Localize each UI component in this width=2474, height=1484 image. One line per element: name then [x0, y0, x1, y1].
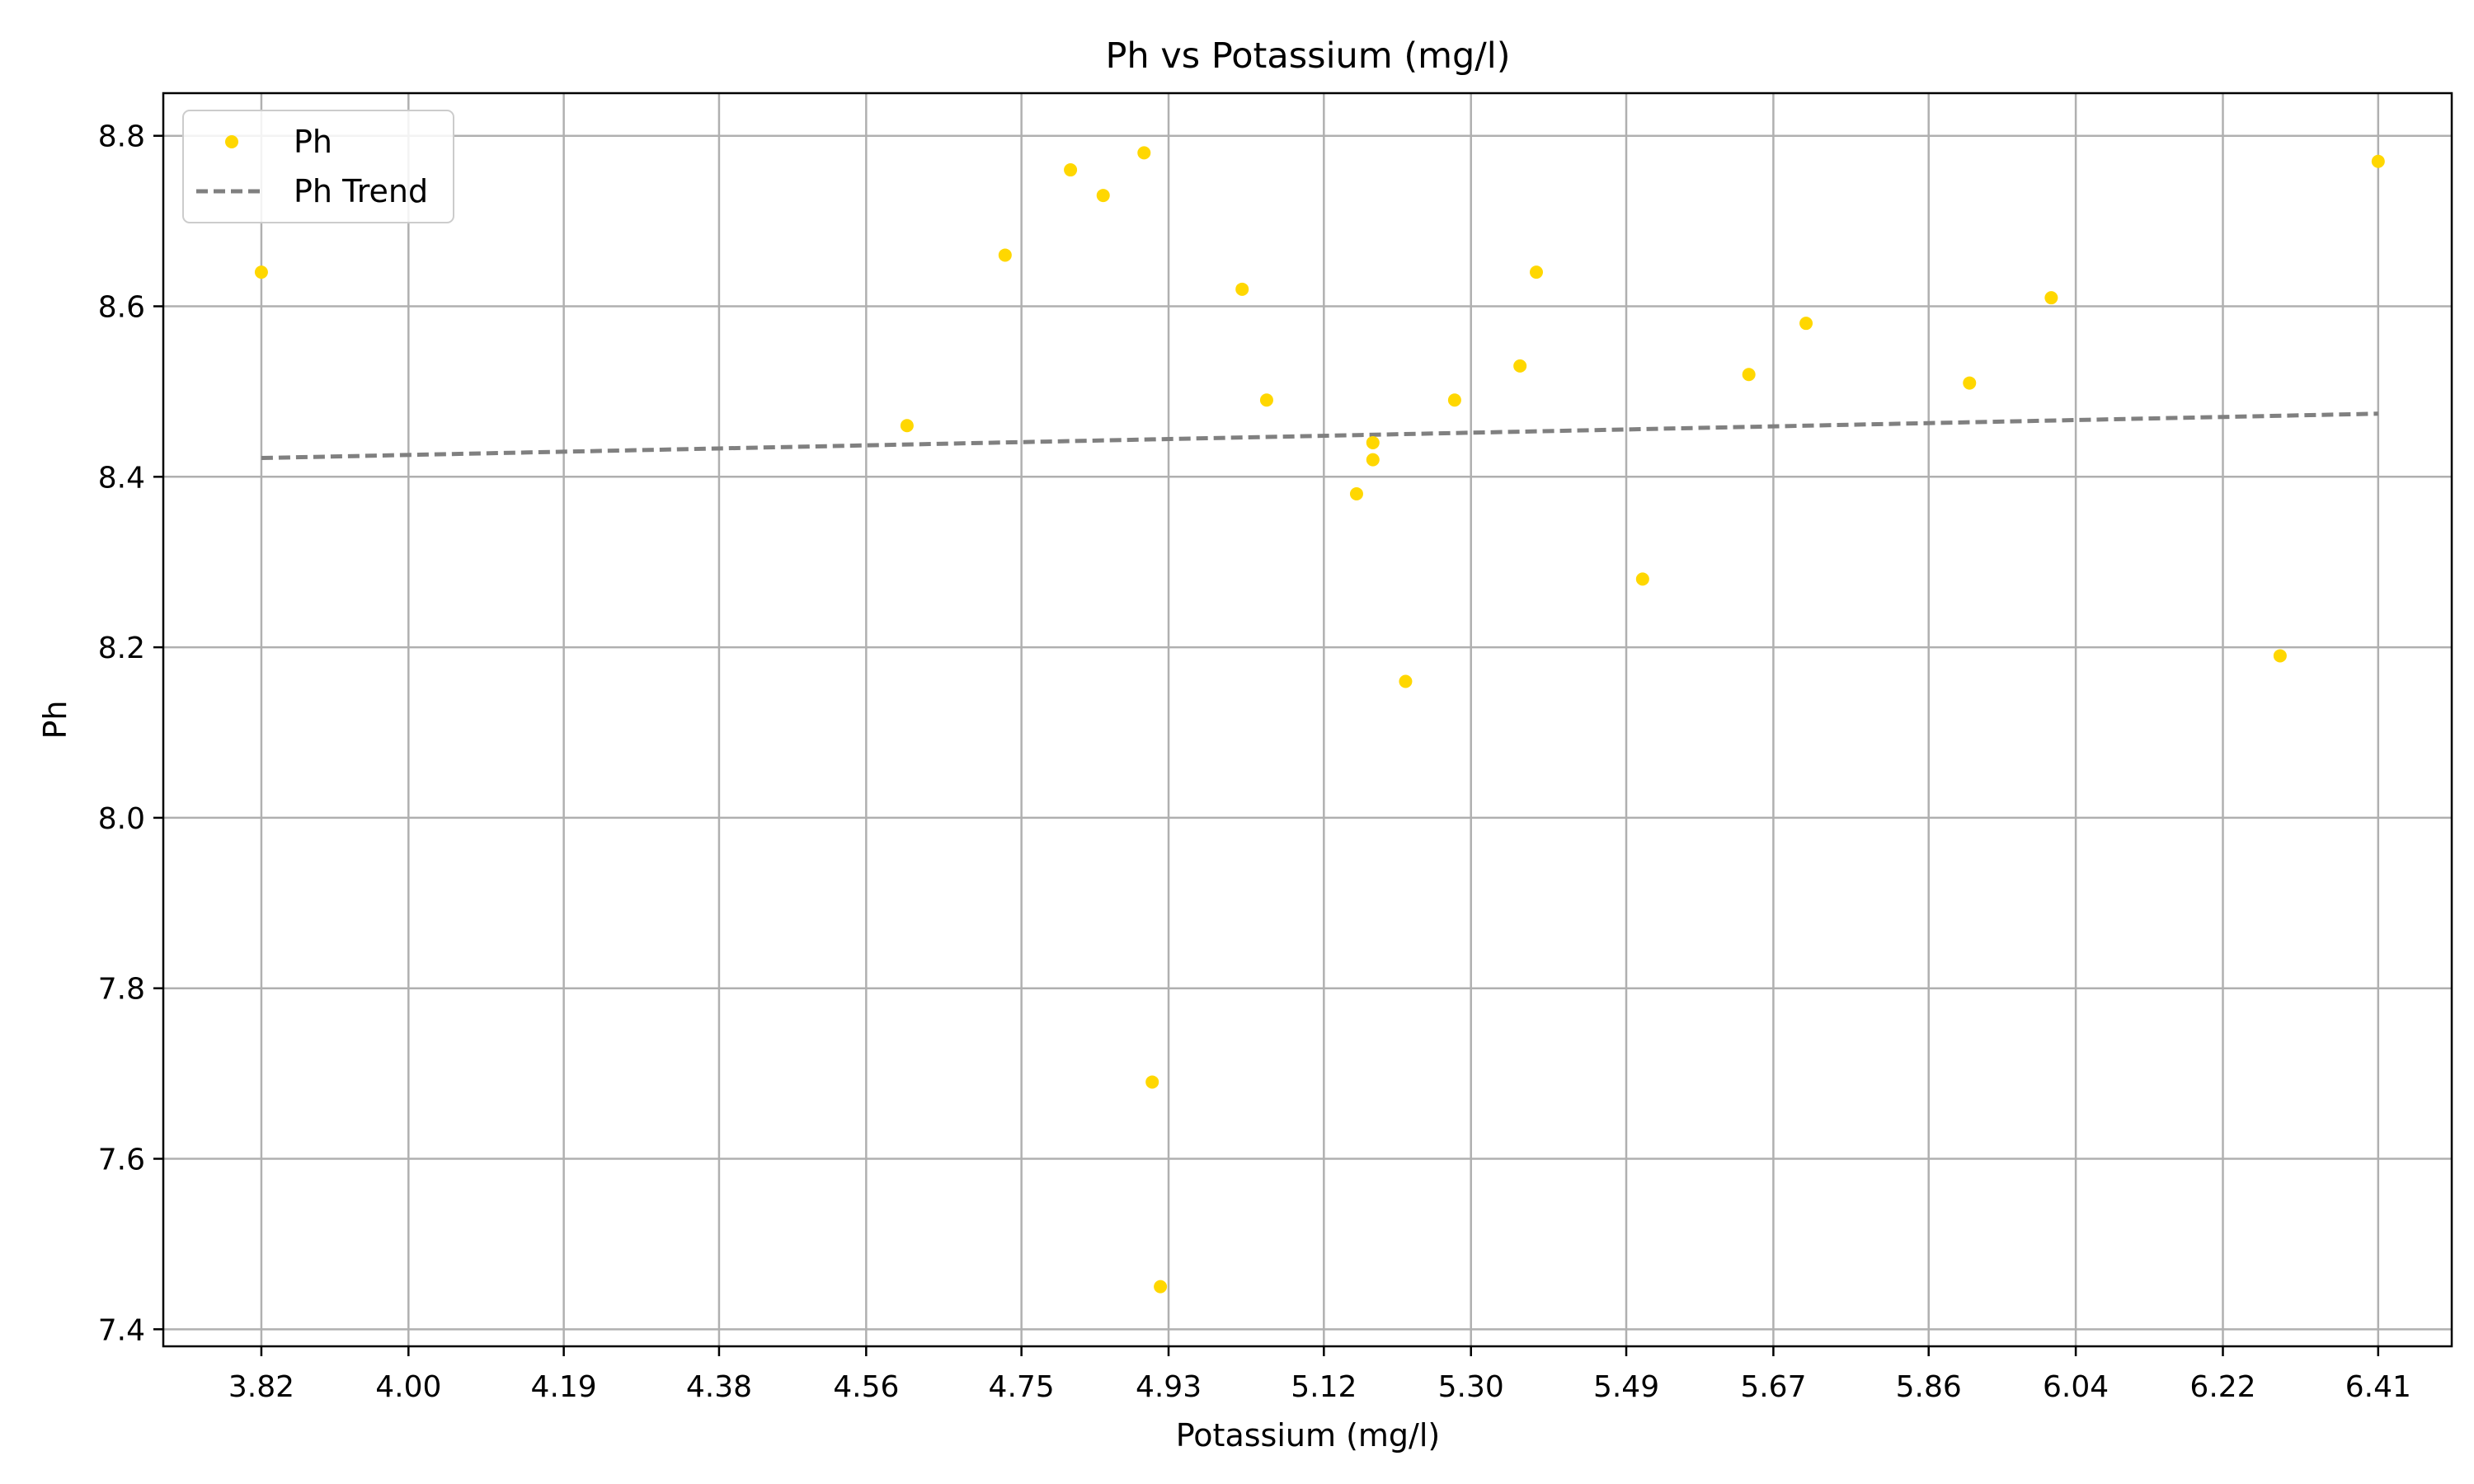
ph-data-point	[2273, 649, 2287, 663]
x-tick-label: 6.04	[2043, 1370, 2109, 1404]
ph-data-point	[1349, 486, 1363, 500]
x-tick-label: 4.38	[686, 1370, 752, 1404]
ph-data-point	[2044, 291, 2058, 305]
y-tick-label: 8.0	[98, 802, 145, 836]
x-tick-label: 5.67	[1740, 1370, 1806, 1404]
data-points-layer	[254, 146, 2385, 1294]
ph-data-point	[1137, 146, 1151, 160]
x-tick-label: 5.49	[1593, 1370, 1659, 1404]
ph-data-point	[1513, 359, 1527, 373]
ph-data-point	[1366, 435, 1380, 449]
legend-label-ph: Ph	[294, 124, 332, 160]
ph-data-point	[1154, 1280, 1168, 1294]
legend-marker-ph	[225, 135, 238, 148]
x-axis-ticks: 3.82 4.00 4.19 4.38 4.56 4.75 4.93 5.12 5.30 5.49…	[228, 1346, 2411, 1404]
x-tick-label: 5.12	[1291, 1370, 1357, 1404]
legend: Ph Ph Trend	[182, 110, 454, 223]
y-tick-label: 7.6	[98, 1144, 145, 1177]
legend-box	[182, 110, 454, 223]
y-axis-label: Ph	[37, 701, 73, 740]
chart-title: Ph vs Potassium (mg/l)	[1105, 35, 1510, 77]
trend-line-layer	[261, 411, 2378, 461]
ph-data-point	[1145, 1075, 1159, 1089]
ph-data-point	[1742, 368, 1756, 382]
x-tick-label: 4.00	[375, 1370, 441, 1404]
x-tick-label: 5.30	[1438, 1370, 1504, 1404]
ph-data-point	[1799, 317, 1813, 331]
y-tick-label: 8.6	[98, 291, 145, 325]
y-axis-ticks: 7.4 7.6 7.8 8.0 8.2 8.4 8.6 8.8	[98, 120, 163, 1347]
ph-data-point	[900, 419, 914, 433]
x-tick-label: 6.22	[2189, 1370, 2255, 1404]
y-tick-label: 8.8	[98, 120, 145, 154]
ph-data-point	[1963, 376, 1977, 390]
grid-lines	[163, 93, 2452, 1346]
ph-data-point	[1530, 265, 1543, 279]
ph-trend-line	[261, 411, 2378, 461]
ph-data-point	[1064, 163, 1078, 177]
ph-data-point	[1366, 453, 1380, 467]
ph-data-point	[1235, 282, 1249, 296]
legend-label-ph-trend: Ph Trend	[294, 173, 428, 209]
y-tick-label: 8.4	[98, 461, 145, 495]
x-tick-label: 3.82	[228, 1370, 294, 1404]
ph-data-point	[1447, 393, 1461, 407]
plot-frame	[162, 92, 2453, 1348]
y-tick-label: 7.4	[98, 1313, 145, 1347]
ph-data-point	[2371, 154, 2385, 168]
ph-data-point	[1259, 393, 1273, 407]
x-tick-label: 4.93	[1136, 1370, 1202, 1404]
y-tick-label: 7.8	[98, 973, 145, 1007]
ph-data-point	[1096, 189, 1110, 203]
x-tick-label: 4.75	[989, 1370, 1055, 1404]
x-tick-label: 4.19	[531, 1370, 597, 1404]
x-tick-label: 4.56	[833, 1370, 899, 1404]
ph-data-point	[254, 265, 268, 279]
ph-data-point	[1399, 674, 1413, 688]
y-tick-label: 8.2	[98, 632, 145, 665]
ph-data-point	[1635, 572, 1649, 586]
x-tick-label: 5.86	[1896, 1370, 1962, 1404]
ph-data-point	[998, 248, 1012, 262]
x-tick-label: 6.41	[2345, 1370, 2411, 1404]
x-axis-label: Potassium (mg/l)	[1176, 1417, 1440, 1453]
